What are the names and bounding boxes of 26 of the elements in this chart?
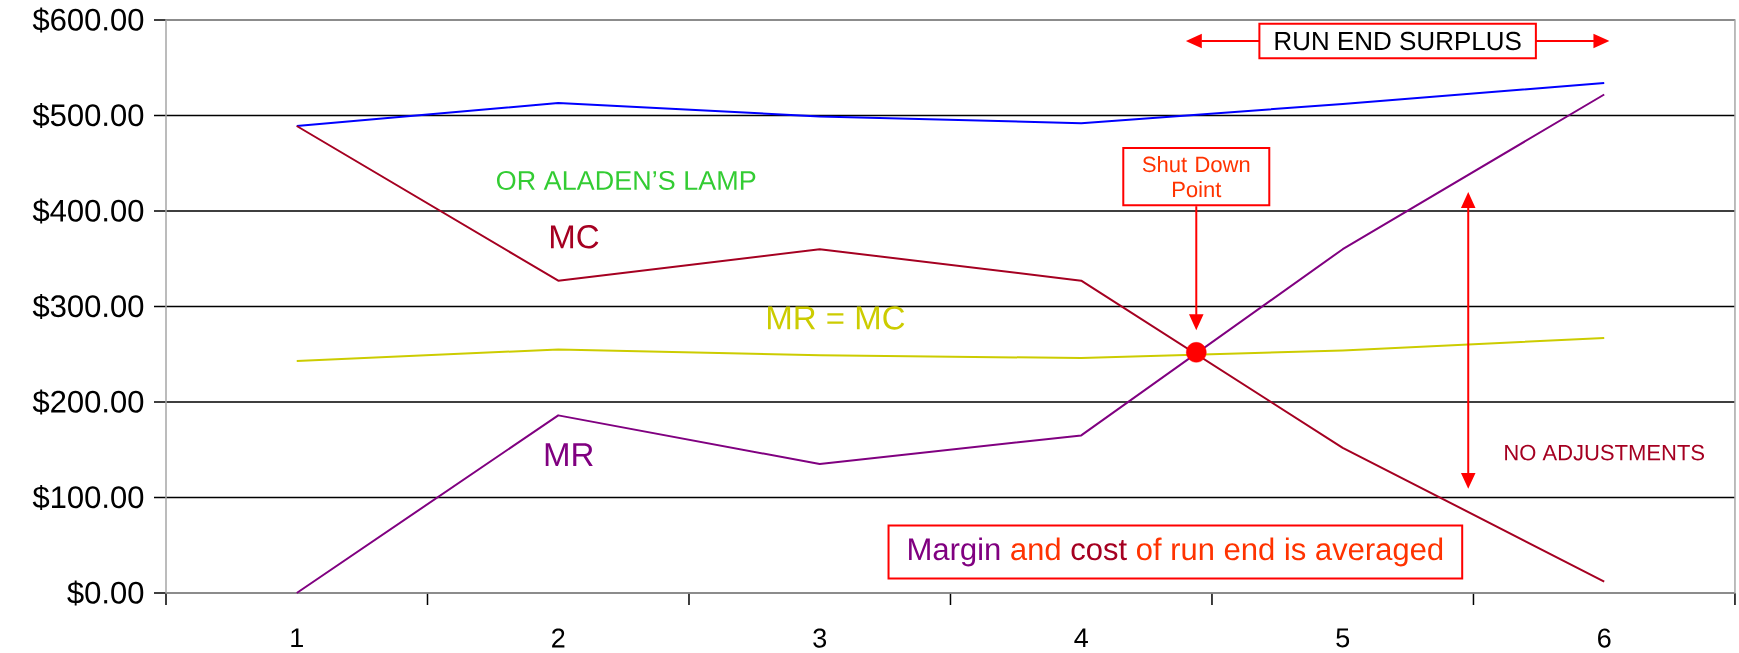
annotation: and — [1011, 537, 1060, 561]
series-label: MC — [550, 225, 599, 249]
annotation: OR ALADEN’S LAMP — [496, 170, 756, 190]
annotation: cost — [1071, 539, 1127, 561]
x-tick-label: 1 — [291, 628, 303, 648]
line-series — [295, 82, 1606, 128]
x-tick-label: 6 — [1598, 628, 1611, 648]
y-tick-label: $0.00 — [67, 580, 144, 606]
x-tick-label: 3 — [813, 628, 827, 648]
x-tick-label: 4 — [1074, 628, 1088, 648]
annotation: NO ADJUSTMENTS — [1505, 444, 1705, 461]
line-series — [295, 337, 1606, 362]
annotation: RUN END SURPLUS — [1275, 31, 1521, 51]
series-label: MR — [545, 443, 593, 466]
y-tick-label: $600.00 — [32, 7, 144, 33]
series-label: MR = MC — [768, 306, 905, 330]
y-tick-label: $300.00 — [32, 293, 144, 320]
x-tick-label: 5 — [1336, 628, 1350, 648]
annotation: Margin — [909, 537, 1000, 567]
y-tick-label: $500.00 — [32, 102, 144, 129]
x-tick-label: 2 — [552, 628, 565, 648]
y-tick-label: $100.00 — [32, 484, 144, 511]
y-tick-label: $400.00 — [32, 198, 144, 224]
annotation: of run end is averaged — [1137, 537, 1443, 567]
annotation: Shut Down Point — [1142, 156, 1250, 198]
y-tick-label: $200.00 — [32, 389, 144, 415]
